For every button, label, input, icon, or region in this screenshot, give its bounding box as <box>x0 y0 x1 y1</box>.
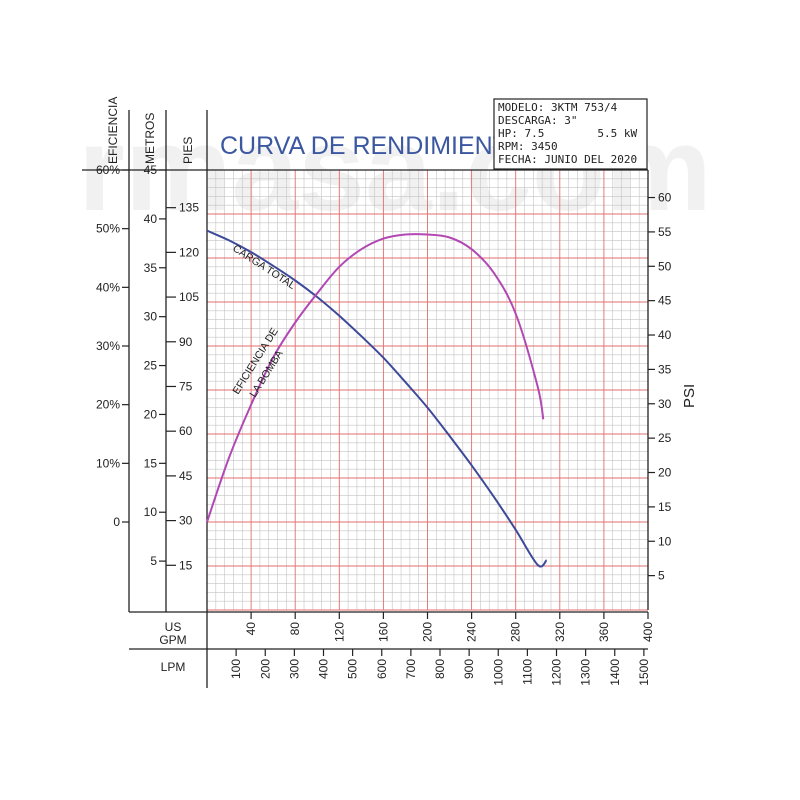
lpm-tick-label: 400 <box>317 659 331 679</box>
psi-tick-label: 55 <box>658 225 672 239</box>
metros-tick-label: 40 <box>144 212 158 226</box>
metros-tick-label: 25 <box>144 359 158 373</box>
axis-ticks: 0 10% 20% 30% 40% 50% 60% 5 10 15 20 25 30 35 40 45 15 30… <box>96 163 672 686</box>
gpm-axis-title-1: US <box>165 620 182 634</box>
lpm-tick-label: 1200 <box>550 659 564 686</box>
pies-tick-label: 30 <box>179 514 193 528</box>
lpm-tick-label: 200 <box>258 659 272 679</box>
lpm-tick-label: 900 <box>462 659 476 679</box>
eficiencia-tick-label: 0 <box>113 515 120 529</box>
lpm-tick-label: 800 <box>433 659 447 679</box>
info-line-rpm: RPM: 3450 <box>498 140 558 153</box>
eficiencia-tick-label: 50% <box>96 222 120 236</box>
metros-tick-label: 5 <box>150 554 157 568</box>
pies-tick-label: 90 <box>179 335 193 349</box>
pies-tick-label: 105 <box>179 290 199 304</box>
eficiencia-tick-label: 40% <box>96 280 120 294</box>
lpm-axis-title: LPM <box>161 660 186 674</box>
metros-tick-label: 35 <box>144 261 158 275</box>
psi-tick-label: 15 <box>658 500 672 514</box>
series-layer <box>206 229 548 568</box>
gpm-axis-title-2: GPM <box>159 633 186 647</box>
eficiencia-tick-label: 60% <box>96 163 120 177</box>
gpm-tick-label: 240 <box>465 622 479 642</box>
psi-tick-label: 50 <box>658 259 672 273</box>
lpm-tick-label: 1500 <box>637 659 651 686</box>
pies-axis-title: PIES <box>181 137 195 164</box>
gpm-tick-label: 200 <box>421 622 435 642</box>
psi-tick-label: 40 <box>658 328 672 342</box>
psi-tick-label: 25 <box>658 431 672 445</box>
metros-tick-label: 20 <box>144 407 158 421</box>
psi-tick-label: 10 <box>658 534 672 548</box>
psi-tick-label: 45 <box>658 294 672 308</box>
series-line-eficiencia <box>206 233 545 523</box>
axes-frame <box>82 110 649 688</box>
lpm-tick-label: 600 <box>375 659 389 679</box>
gpm-tick-label: 320 <box>553 622 567 642</box>
lpm-tick-label: 1000 <box>491 659 505 686</box>
psi-tick-label: 35 <box>658 362 672 376</box>
psi-tick-label: 20 <box>658 466 672 480</box>
pies-tick-label: 15 <box>179 558 193 572</box>
info-line-date: FECHA: JUNIO DEL 2020 <box>498 153 637 166</box>
psi-axis-title: PSI <box>681 384 698 408</box>
pies-tick-label: 45 <box>179 469 193 483</box>
pies-tick-label: 60 <box>179 424 193 438</box>
chart-title: CURVA DE RENDIMIENTO <box>220 132 527 160</box>
eficiencia-tick-label: 10% <box>96 456 120 470</box>
lpm-tick-label: 700 <box>404 659 418 679</box>
info-line-hp: HP: 7.5 5.5 kW <box>498 127 637 140</box>
gpm-tick-label: 80 <box>288 622 302 636</box>
lpm-tick-label: 1400 <box>608 659 622 686</box>
gpm-tick-label: 120 <box>332 622 346 642</box>
pies-tick-label: 75 <box>179 379 193 393</box>
gpm-tick-label: 160 <box>376 622 390 642</box>
info-line-model: MODELO: 3KTM 753/4 <box>498 101 618 114</box>
lpm-tick-label: 500 <box>346 659 360 679</box>
psi-tick-label: 60 <box>658 191 672 205</box>
psi-tick-label: 30 <box>658 397 672 411</box>
lpm-tick-label: 1300 <box>579 659 593 686</box>
info-box-frame <box>493 98 648 170</box>
lpm-tick-label: 300 <box>287 659 301 679</box>
gpm-tick-label: 40 <box>244 622 258 636</box>
metros-axis-title: METROS <box>143 113 157 164</box>
info-box: MODELO: 3KTM 753/4 DESCARGA: 3" HP: 7.5 … <box>493 98 648 170</box>
info-line-discharge: DESCARGA: 3" <box>498 114 577 127</box>
gpm-tick-label: 360 <box>597 622 611 642</box>
metros-tick-label: 30 <box>144 310 158 324</box>
eficiencia-axis-title: EFICIENCIA <box>106 97 120 164</box>
grid <box>206 169 649 611</box>
lpm-tick-label: 100 <box>229 659 243 679</box>
eficiencia-tick-label: 20% <box>96 398 120 412</box>
series-line-carga-total <box>206 229 548 568</box>
metros-tick-label: 10 <box>144 505 158 519</box>
psi-tick-label: 5 <box>658 569 665 583</box>
pies-tick-label: 135 <box>179 201 199 215</box>
metros-tick-label: 45 <box>144 163 158 177</box>
gpm-tick-label: 280 <box>509 622 523 642</box>
pies-tick-label: 120 <box>179 245 199 259</box>
eficiencia-tick-label: 30% <box>96 339 120 353</box>
gpm-tick-label: 400 <box>641 622 655 642</box>
metros-tick-label: 15 <box>144 456 158 470</box>
lpm-tick-label: 1100 <box>520 659 534 685</box>
